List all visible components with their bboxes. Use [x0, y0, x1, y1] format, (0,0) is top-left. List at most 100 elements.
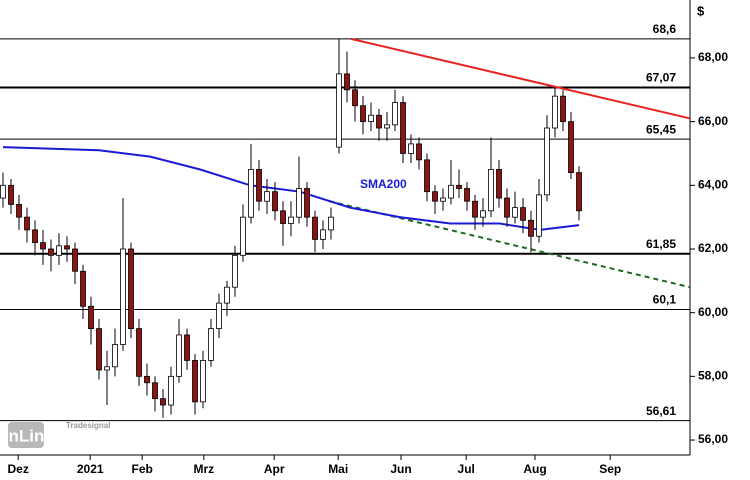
level-label: 67,07 — [646, 71, 676, 85]
candle-body — [344, 73, 350, 91]
candle-body — [128, 248, 134, 329]
candle-body — [40, 242, 46, 250]
candle-body — [552, 95, 558, 129]
x-tick-label: Jul — [458, 462, 475, 476]
y-tick-label: 66,00 — [698, 114, 728, 128]
y-tick-label: 64,00 — [698, 177, 728, 191]
currency-label: $ — [697, 3, 705, 18]
candle-body — [0, 184, 6, 199]
candle-body — [392, 102, 398, 126]
candle-body — [352, 89, 358, 107]
level-label: 56,61 — [646, 404, 676, 418]
candle-body — [72, 248, 78, 272]
candle-body — [160, 398, 166, 406]
y-tick-label: 68,00 — [698, 50, 728, 64]
candle-body — [560, 95, 566, 123]
watermark: onLine Tradesignal — [0, 421, 110, 448]
candle-body — [112, 344, 118, 368]
candle-body — [568, 121, 574, 173]
candle-body — [256, 168, 262, 202]
logo-brand: Tradesignal — [66, 421, 110, 430]
candle-body — [64, 245, 70, 250]
candle-body — [456, 184, 462, 189]
candle-body — [400, 102, 406, 154]
candle-body — [528, 219, 534, 237]
candle-body — [336, 73, 342, 148]
candle-body — [184, 334, 190, 361]
x-tick-label: Jun — [390, 462, 411, 476]
level-label: 61,85 — [646, 237, 676, 251]
candle-body — [280, 210, 286, 224]
candle-body — [8, 184, 14, 205]
candle-body — [88, 305, 94, 329]
x-tick-label: Apr — [264, 462, 285, 476]
candle-body — [496, 168, 502, 199]
candle-body — [176, 334, 182, 377]
x-tick-label: Mrz — [193, 462, 214, 476]
candle-body — [544, 127, 550, 196]
candle-body — [384, 124, 390, 129]
candle-body — [288, 216, 294, 224]
candle-body — [408, 143, 414, 154]
logo-box — [8, 422, 44, 448]
y-tick-label: 60,00 — [698, 305, 728, 319]
candle-body — [104, 366, 110, 371]
candle-body — [512, 207, 518, 218]
candle-body — [304, 188, 310, 218]
sma-label: SMA200 — [360, 177, 407, 191]
candle-body — [224, 286, 230, 304]
level-label: 65,45 — [646, 122, 676, 136]
candle-body — [328, 216, 334, 231]
candle-body — [432, 191, 438, 202]
candle-body — [264, 191, 270, 202]
candle-body — [240, 216, 246, 256]
y-tick-label: 56,00 — [698, 432, 728, 446]
trend-line — [329, 200, 691, 289]
trend-line — [350, 37, 691, 120]
candle-body — [536, 194, 542, 237]
candle-body — [32, 229, 38, 244]
x-tick-label: 2021 — [77, 462, 104, 476]
x-tick-label: Mai — [328, 462, 348, 476]
candle-body — [488, 168, 494, 212]
candle-body — [48, 248, 54, 256]
x-tick-label: Feb — [132, 462, 153, 476]
candle-body — [208, 328, 214, 361]
level-label: 60,1 — [653, 293, 677, 307]
y-tick-label: 62,00 — [698, 241, 728, 255]
candle-body — [416, 143, 422, 161]
candle-body — [424, 159, 430, 193]
candle-body — [24, 216, 30, 231]
candle-body — [96, 328, 102, 371]
candle-body — [480, 210, 486, 218]
x-tick-label: Sep — [599, 462, 621, 476]
candle-body — [232, 254, 238, 288]
candle-body — [320, 229, 326, 240]
candle-body — [200, 360, 206, 403]
candle-body — [472, 200, 478, 218]
candle-body — [152, 382, 158, 400]
candle-body — [360, 105, 366, 123]
x-tick-label: Dez — [8, 462, 29, 476]
candle-body — [368, 114, 374, 123]
candle-body — [168, 375, 174, 406]
candle-body — [272, 191, 278, 212]
candle-body — [136, 328, 142, 377]
candle-body — [448, 184, 454, 199]
logo-product: onLine — [0, 426, 54, 445]
candle-body — [56, 245, 62, 256]
candle-body — [192, 360, 198, 403]
candle-body — [296, 188, 302, 218]
candle-body — [144, 375, 150, 384]
candle-body — [120, 248, 126, 345]
candle-body — [216, 302, 222, 329]
candle-body — [16, 204, 22, 218]
candle-body — [440, 197, 446, 202]
candle-body — [464, 188, 470, 202]
candle-body — [376, 114, 382, 129]
level-label: 68,6 — [653, 22, 677, 36]
candle-body — [312, 216, 318, 240]
candle-body — [248, 168, 254, 218]
